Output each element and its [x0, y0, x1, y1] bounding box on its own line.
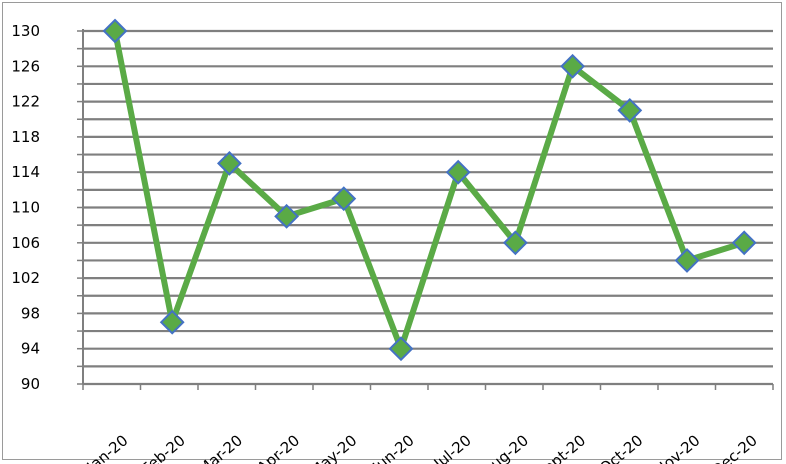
data-point-Dec-20	[731, 230, 757, 256]
y-tick-labels: 90 94 98 102 106 110 114 118 122 126 130	[11, 22, 40, 393]
x-tick-label-Jun-20: Jun-20	[369, 431, 418, 464]
data-point-Feb-20	[159, 309, 185, 335]
axes	[77, 29, 774, 390]
data-point-Oct-20	[617, 98, 643, 123]
markers	[102, 18, 757, 362]
data-point-Mar-20	[216, 150, 242, 176]
x-tick-label-May-20: May-20	[306, 431, 360, 464]
y-tick-label-98: 98	[21, 304, 40, 322]
data-point-May-20	[331, 186, 357, 212]
y-tick-label-126: 126	[11, 57, 40, 75]
data-point-Sept-20	[560, 53, 586, 79]
data-point-Jan-20	[102, 18, 128, 44]
x-tick-label-Oct-20: Oct-20	[596, 431, 646, 464]
x-tick-label-Jan-20: Jan-20	[83, 431, 132, 464]
y-tick-label-90: 90	[21, 375, 40, 393]
y-tick-label-122: 122	[11, 93, 40, 111]
x-tick-label-Nov-20: Nov-20	[651, 431, 703, 464]
x-tick-label-Aug-20: Aug-20	[479, 431, 532, 464]
series-line-layer	[112, 28, 748, 352]
series-line	[112, 28, 748, 352]
y-tick-label-118: 118	[11, 128, 40, 146]
y-tick-label-94: 94	[21, 340, 40, 358]
y-tick-label-130: 130	[11, 22, 40, 40]
y-tick-label-110: 110	[11, 199, 40, 217]
x-tick-label-Sept-20: Sept-20	[533, 431, 590, 464]
x-tick-label-Dec-20: Dec-20	[708, 431, 761, 464]
x-tick-label-Feb-20: Feb-20	[138, 431, 189, 464]
data-point-Jul-20	[445, 159, 471, 185]
y-tick-label-106: 106	[11, 234, 40, 252]
x-tick-labels: Jan-20 Feb-20 Mar-20 Apr-20 May-20 Jun-20 Jul-…	[83, 431, 761, 464]
data-point-Nov-20	[674, 248, 700, 273]
gridlines	[83, 29, 773, 368]
x-tick-label-Jul-20: Jul-20	[430, 431, 475, 464]
y-tick-label-102: 102	[11, 269, 40, 287]
data-point-Aug-20	[502, 230, 528, 256]
data-point-Apr-20	[274, 203, 300, 229]
y-tick-label-114: 114	[11, 163, 40, 181]
x-tick-label-Apr-20: Apr-20	[254, 431, 303, 464]
data-point-Jun-20	[388, 336, 414, 362]
x-tick-label-Mar-20: Mar-20	[195, 431, 246, 464]
